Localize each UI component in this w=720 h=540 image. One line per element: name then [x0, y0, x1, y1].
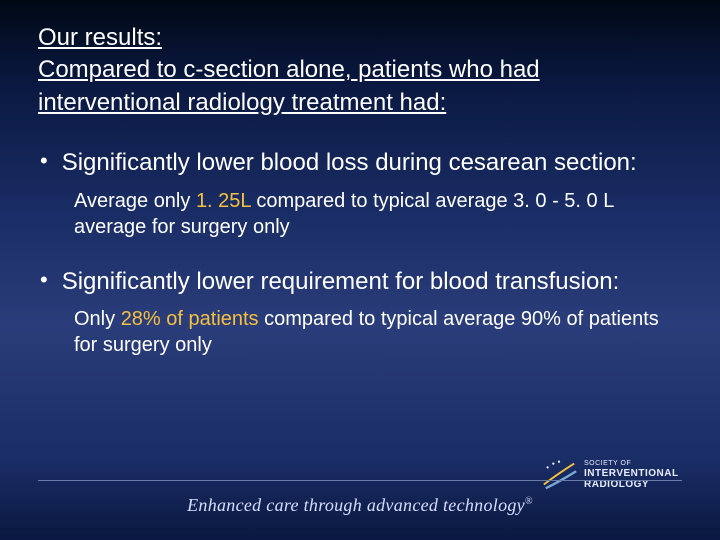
bullet-item: • Significantly lower blood loss during … [38, 147, 682, 179]
footer: Enhanced care through advanced technolog… [0, 470, 720, 540]
bullet-text: Significantly lower requirement for bloo… [62, 266, 682, 298]
footer-divider [38, 480, 682, 481]
registered-mark-icon: ® [525, 496, 533, 507]
heading-block: Our results: Compared to c-section alone… [38, 22, 682, 119]
logo-line1: SOCIETY OF [584, 460, 679, 468]
sub-highlight: 1. 25L [196, 190, 251, 212]
slide-content: Our results: Compared to c-section alone… [0, 0, 720, 358]
heading-line1: Our results: [38, 24, 162, 51]
tagline-text: Enhanced care through advanced technolog… [187, 495, 525, 515]
footer-tagline: Enhanced care through advanced technolog… [187, 495, 533, 516]
bullet-text: Significantly lower blood loss during ce… [62, 147, 682, 179]
sub-before: Only [74, 308, 121, 330]
sub-before: Average only [74, 190, 196, 212]
sub-highlight: 28% of patients [121, 308, 259, 330]
bullet-subtext: Only 28% of patients compared to typical… [74, 306, 682, 358]
bullet-subtext: Average only 1. 25L compared to typical … [74, 188, 682, 240]
bullet-dot-icon: • [40, 147, 48, 179]
heading-line2: Compared to c-section alone, patients wh… [38, 56, 540, 115]
bullet-item: • Significantly lower requirement for bl… [38, 266, 682, 298]
bullet-dot-icon: • [40, 266, 48, 298]
